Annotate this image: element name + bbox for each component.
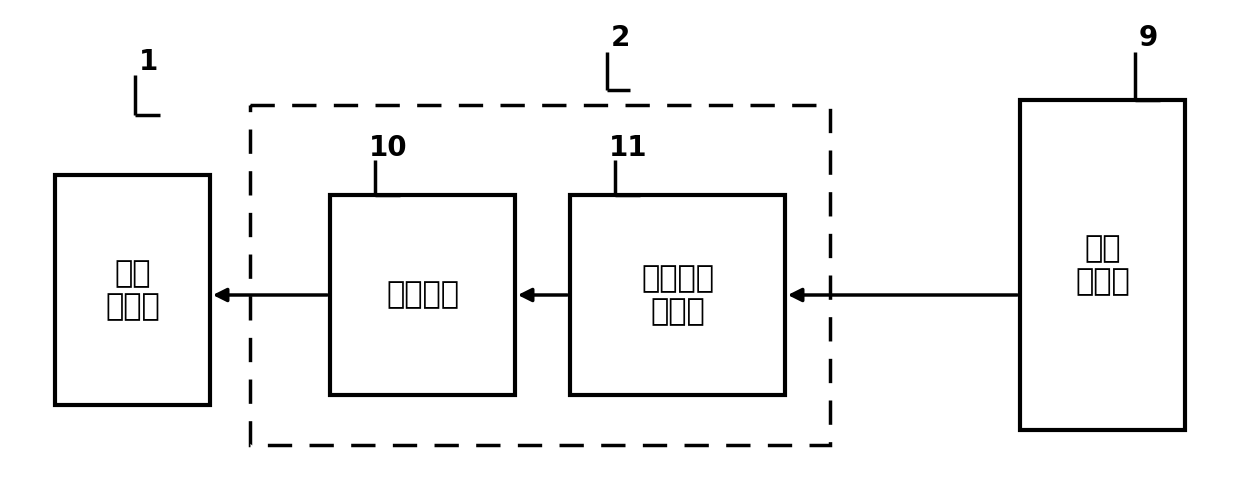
Text: 10: 10 bbox=[368, 134, 407, 162]
Text: 2: 2 bbox=[610, 24, 630, 52]
Text: 11: 11 bbox=[609, 134, 647, 162]
Text: 数字开关: 数字开关 bbox=[386, 280, 459, 310]
Bar bbox=[570, 195, 785, 395]
Text: 9: 9 bbox=[1138, 24, 1158, 52]
Text: 磁场模数
转换器: 磁场模数 转换器 bbox=[641, 264, 714, 326]
Bar bbox=[1021, 100, 1185, 430]
Bar bbox=[330, 195, 515, 395]
Text: 中央
处理器: 中央 处理器 bbox=[105, 259, 160, 321]
Bar bbox=[250, 105, 830, 445]
Bar bbox=[55, 175, 210, 405]
Text: 1: 1 bbox=[139, 48, 157, 76]
Text: 磁场
感受器: 磁场 感受器 bbox=[1075, 234, 1130, 296]
